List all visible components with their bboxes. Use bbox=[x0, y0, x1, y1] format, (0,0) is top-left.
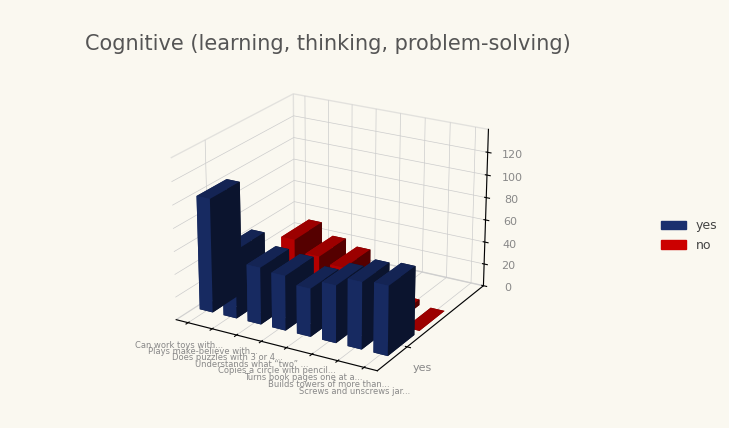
Title: Cognitive (learning, thinking, problem-solving): Cognitive (learning, thinking, problem-s… bbox=[85, 33, 571, 54]
Legend: yes, no: yes, no bbox=[656, 214, 722, 256]
